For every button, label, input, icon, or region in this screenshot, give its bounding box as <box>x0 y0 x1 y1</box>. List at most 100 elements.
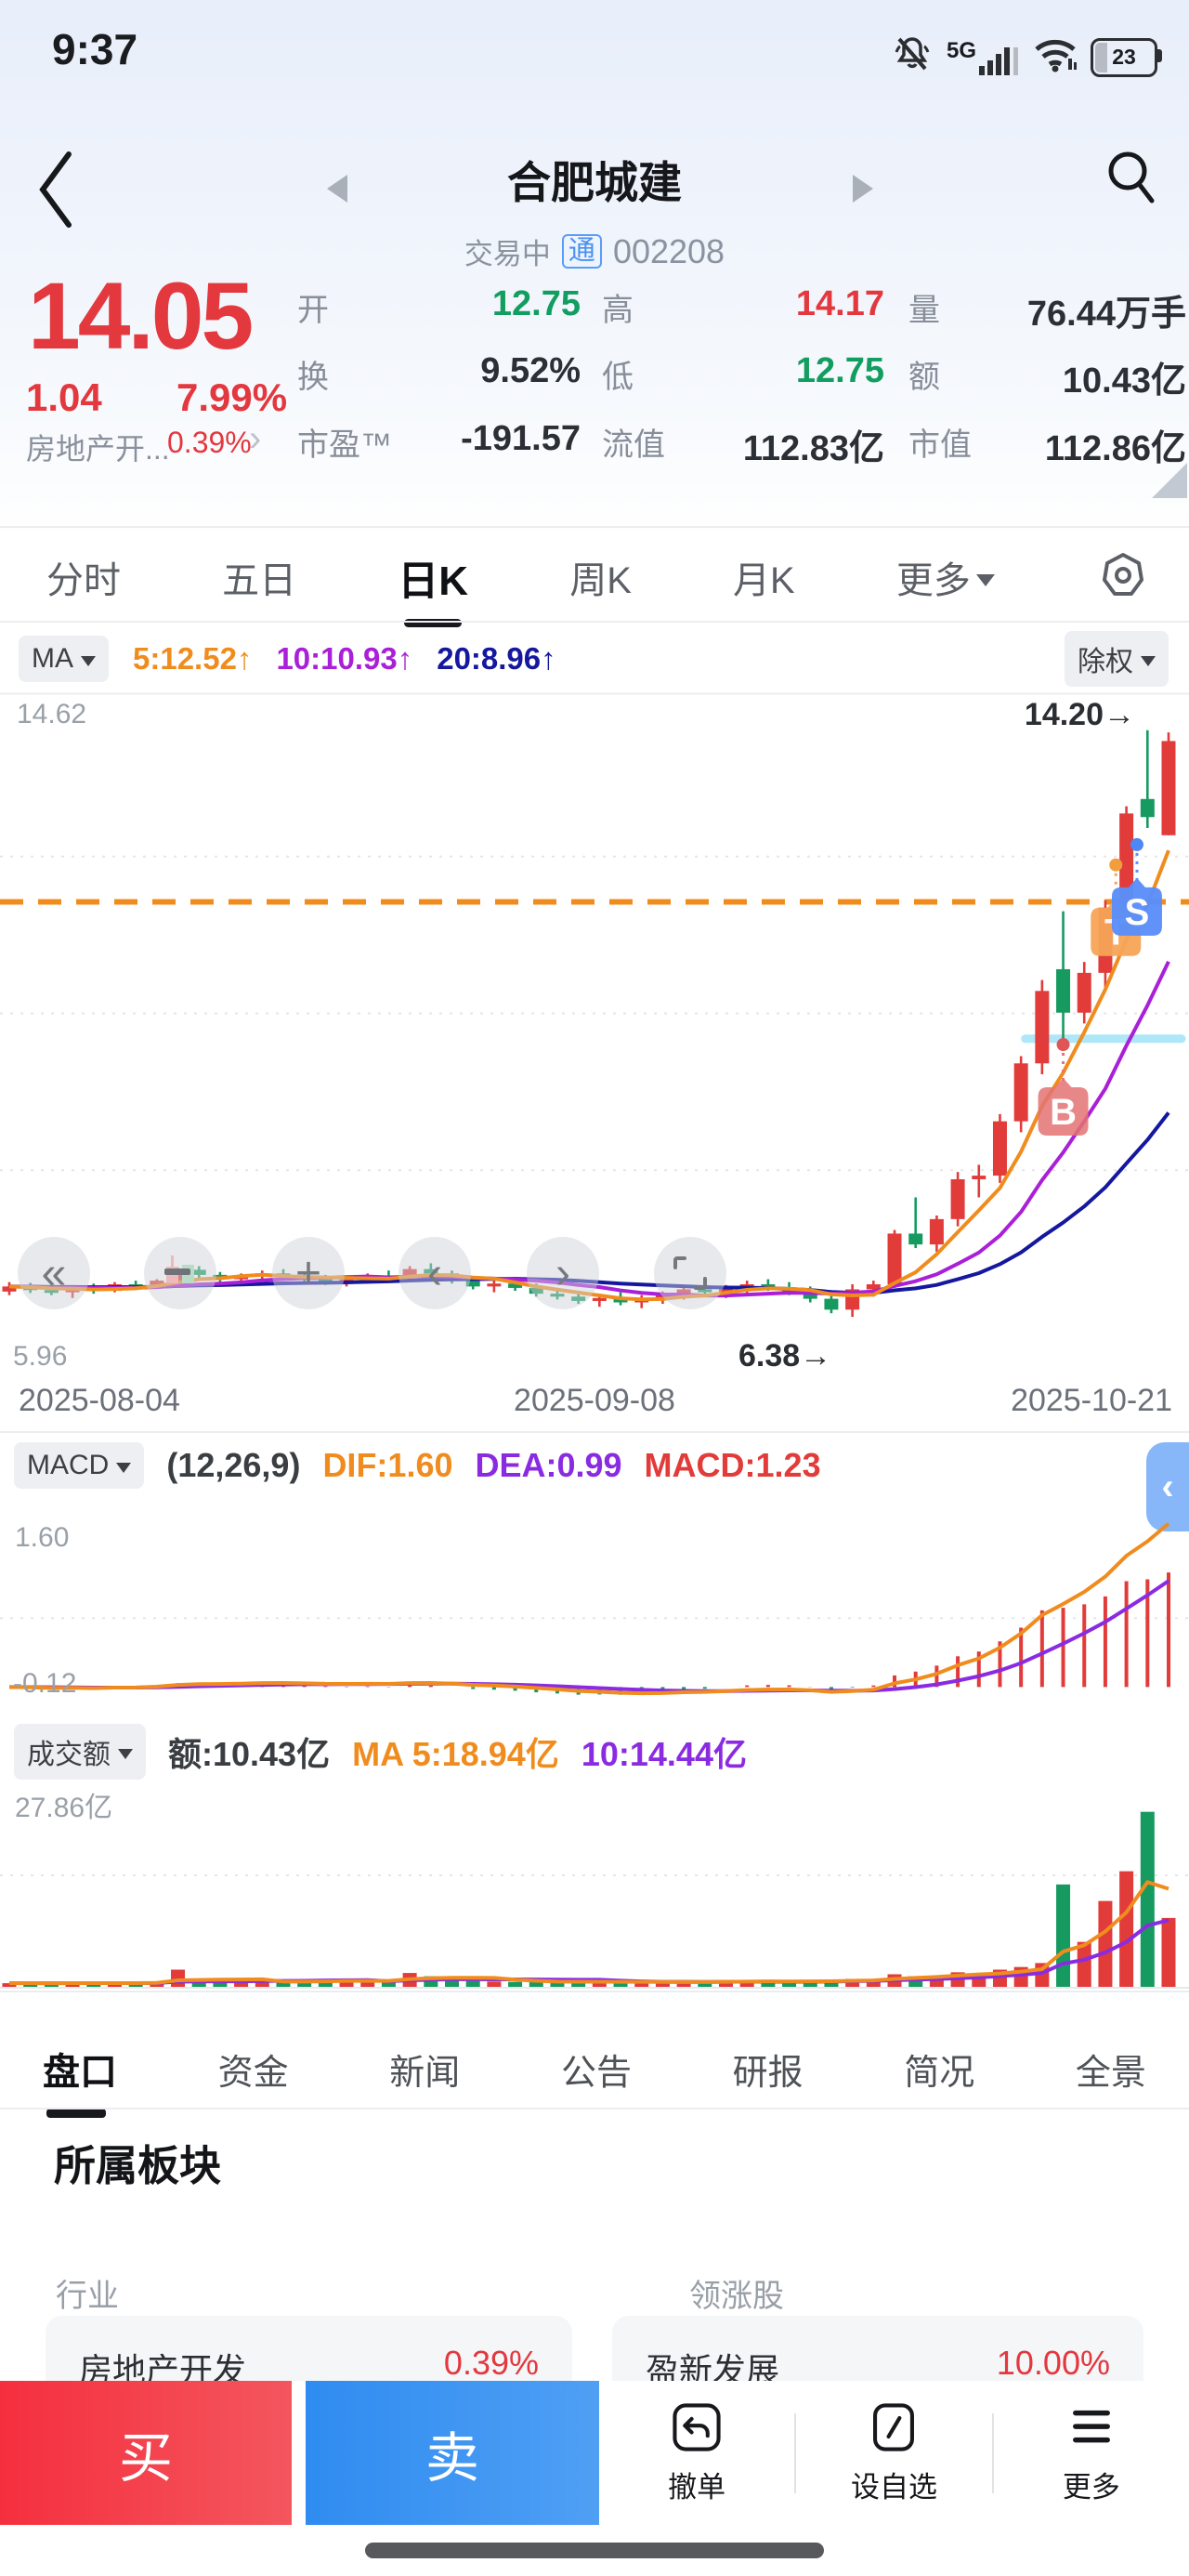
sell-button[interactable]: 卖 <box>306 2381 599 2525</box>
dropdown-arrow-icon <box>1141 655 1156 666</box>
status-time: 9:37 <box>52 25 138 73</box>
action-icon-group: 撤单 设自选 更多 <box>599 2381 1189 2525</box>
stat-value-market-cap: 112.86亿 <box>1044 429 1186 468</box>
tab-daily-k[interactable]: 日K <box>398 547 468 607</box>
divider <box>0 1431 1189 1433</box>
turnover-ma5: MA 5:18.94亿 <box>352 1735 559 1773</box>
stat-label: 市值 <box>908 427 972 463</box>
tab-funds[interactable]: 资金 <box>217 2053 289 2093</box>
axis-max-label: 14.62 <box>17 699 87 729</box>
tab-monthly-k[interactable]: 月K <box>733 560 795 601</box>
turnover-ma10: 10:14.44亿 <box>581 1735 747 1773</box>
next-stock-arrow-icon[interactable] <box>853 175 873 203</box>
dropdown-arrow-icon <box>975 573 995 586</box>
status-icons: 5G 23 <box>891 33 1162 81</box>
dif-value: DIF:1.60 <box>322 1446 453 1484</box>
divider <box>991 2412 994 2493</box>
ma-legend-row: MA 5:12.52↑ 10:10.93↑ 20:8.96↑ 除权 <box>0 631 1189 687</box>
prev-stock-arrow-icon[interactable] <box>327 175 347 203</box>
last-price: 14.05 <box>28 263 254 369</box>
stock-code: 002208 <box>612 231 725 270</box>
tab-more[interactable]: 更多 <box>896 550 995 604</box>
sector-chevron-icon[interactable]: › <box>249 418 262 459</box>
zoom-out-candle-button[interactable] <box>144 1237 216 1309</box>
tab-announcements[interactable]: 公告 <box>560 2053 632 2093</box>
price-change-percent: 7.99% <box>176 375 288 419</box>
battery-icon: 23 <box>1091 37 1162 77</box>
collapse-indicator-button[interactable]: ‹ <box>1146 1442 1189 1531</box>
pan-left-button[interactable]: ‹ <box>399 1237 471 1309</box>
more-actions-button[interactable]: 更多 <box>994 2381 1189 2525</box>
axis-min-label: 5.96 <box>13 1341 68 1372</box>
back-button[interactable] <box>33 147 82 237</box>
tab-panorama[interactable]: 全景 <box>1075 2053 1146 2093</box>
sector-link-name[interactable]: 房地产开... <box>26 432 170 466</box>
stat-label: 换 <box>297 360 329 395</box>
divider <box>0 526 1189 528</box>
industry-percent: 0.39% <box>443 2344 539 2382</box>
x-axis-date: 2025-10-21 <box>1011 1383 1172 1418</box>
page-title: 合肥城建 <box>507 158 682 207</box>
macd-selector-chip[interactable]: MACD <box>14 1442 145 1489</box>
tab-profile[interactable]: 简况 <box>904 2053 975 2093</box>
battery-nub <box>1157 48 1162 62</box>
tab-minute[interactable]: 分时 <box>46 560 121 601</box>
stat-label: 高 <box>602 293 634 328</box>
leading-stock-percent: 10.00% <box>996 2344 1110 2382</box>
kline-chart[interactable]: BTS <box>0 692 1189 1338</box>
turnover-selector-chip[interactable]: 成交额 <box>14 1724 146 1780</box>
search-button[interactable] <box>1102 145 1161 215</box>
home-indicator[interactable] <box>365 2543 824 2558</box>
add-watchlist-button[interactable]: 设自选 <box>796 2381 991 2525</box>
edit-watchlist-icon <box>873 2403 915 2451</box>
stat-value-low: 12.75 <box>795 351 884 390</box>
divider <box>794 2412 797 2493</box>
stat-value-volume: 76.44万手 <box>1026 295 1186 334</box>
industry-column-label: 行业 <box>56 2279 119 2314</box>
ma10-value: 10:10.93↑ <box>276 641 413 676</box>
x-axis-date: 2025-08-04 <box>19 1383 180 1418</box>
pan-right-button[interactable]: › <box>527 1237 599 1309</box>
tab-5day[interactable]: 五日 <box>222 560 297 601</box>
zoom-in-button[interactable]: + <box>272 1237 345 1309</box>
macd-header: MACD (12,26,9) DIF:1.60 DEA:0.99 MACD:1.… <box>0 1442 1189 1489</box>
market-connect-badge: 通 <box>561 233 602 269</box>
tab-research[interactable]: 研报 <box>732 2053 804 2093</box>
svg-text:S: S <box>1125 892 1150 933</box>
turnover-amount: 额:10.43亿 <box>168 1735 331 1773</box>
fullscreen-button[interactable] <box>654 1237 726 1309</box>
divider <box>0 621 1189 623</box>
stat-value-high: 14.17 <box>795 284 884 323</box>
detail-tab-bar: 盘口 资金 新闻 公告 研报 简况 全景 <box>0 2033 1189 2118</box>
dropdown-arrow-icon <box>118 1748 133 1759</box>
more-menu-icon <box>1072 2410 1110 2443</box>
ma20-value: 20:8.96↑ <box>437 641 556 676</box>
ma-selector-chip[interactable]: MA <box>19 636 109 682</box>
divider <box>0 1991 1189 1992</box>
buy-button[interactable]: 买 <box>0 2381 292 2525</box>
leader-column-label: 领涨股 <box>689 2279 784 2314</box>
tab-weekly-k[interactable]: 周K <box>569 560 632 601</box>
ma5-value: 5:12.52↑ <box>133 641 253 676</box>
macd-max-label: 1.60 <box>15 1522 70 1553</box>
stat-value-turnover-rate: 9.52% <box>480 351 581 390</box>
turnover-chart[interactable] <box>0 1782 1189 1989</box>
stat-value-amount: 10.43亿 <box>1062 361 1186 401</box>
chart-high-label: 14.20→ <box>1024 697 1135 732</box>
chart-settings-icon[interactable] <box>1096 548 1150 607</box>
ex-rights-chip[interactable]: 除权 <box>1065 631 1169 687</box>
sector-link-percent[interactable]: 0.39% <box>167 426 252 459</box>
dropdown-arrow-icon <box>81 655 96 666</box>
quote-stats-row: 市盈™ -191.57 流值 112.83亿 市值 112.86亿 <box>0 419 1189 468</box>
tab-order-book[interactable]: 盘口 <box>43 2042 117 2118</box>
stat-label: 开 <box>297 293 329 328</box>
stat-value-open: 12.75 <box>491 284 581 323</box>
tab-news[interactable]: 新闻 <box>389 2053 461 2093</box>
cancel-order-button[interactable]: 撤单 <box>599 2381 794 2525</box>
quote-expand-icon[interactable] <box>1152 463 1187 498</box>
macd-chart[interactable] <box>0 1513 1189 1708</box>
macd-min-label: -0.12 <box>13 1668 77 1699</box>
chart-low-label: 6.38→ <box>738 1338 832 1373</box>
fast-backward-button[interactable]: « <box>18 1237 90 1309</box>
